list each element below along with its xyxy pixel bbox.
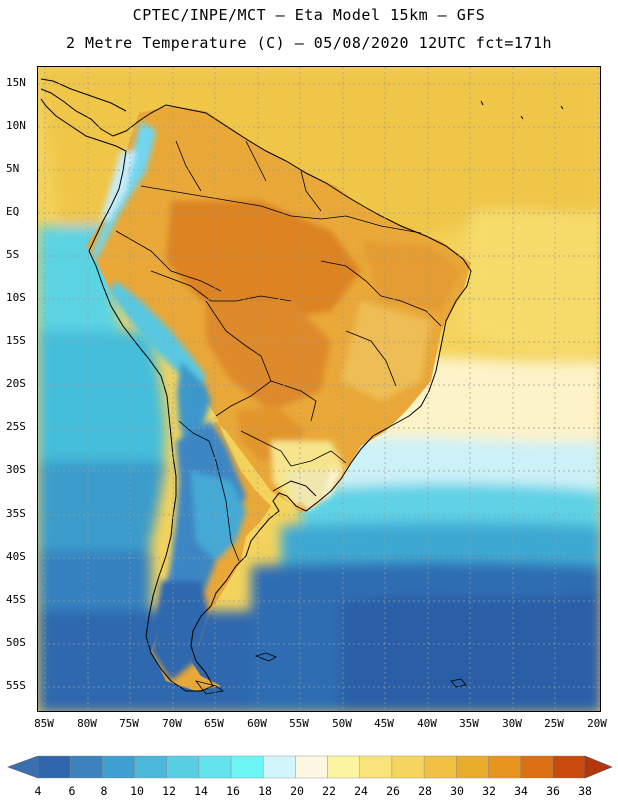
colorbar-swatch bbox=[263, 755, 296, 779]
colorbar bbox=[7, 755, 613, 779]
colorbar-label: 36 bbox=[546, 784, 560, 798]
lon-label: 75W bbox=[119, 717, 139, 730]
lon-label: 20W bbox=[587, 717, 607, 730]
lat-label: EQ bbox=[6, 205, 20, 218]
islands bbox=[194, 652, 467, 695]
colorbar-label: 16 bbox=[226, 784, 240, 798]
temperature-map bbox=[37, 66, 601, 712]
lat-label: 5N bbox=[6, 162, 20, 175]
colorbar-label: 24 bbox=[354, 784, 368, 798]
colorbar-label: 26 bbox=[386, 784, 400, 798]
colorbar-swatch bbox=[102, 755, 135, 779]
lon-label: 60W bbox=[247, 717, 267, 730]
lon-label: 30W bbox=[502, 717, 522, 730]
lon-label: 50W bbox=[332, 717, 352, 730]
lon-label: 25W bbox=[544, 717, 564, 730]
colorbar-swatch bbox=[488, 755, 521, 779]
lon-label: 70W bbox=[162, 717, 182, 730]
lat-label: 20S bbox=[6, 377, 26, 390]
lon-label: 45W bbox=[374, 717, 394, 730]
colorbar-swatch bbox=[520, 755, 554, 779]
colorbar-label: 18 bbox=[258, 784, 272, 798]
colorbar-arrow-high bbox=[584, 755, 613, 779]
colorbar-label: 10 bbox=[130, 784, 144, 798]
colorbar-label: 4 bbox=[34, 784, 42, 798]
colorbar-label: 6 bbox=[68, 784, 76, 798]
colorbar-label: 14 bbox=[194, 784, 208, 798]
lat-label: 15N bbox=[6, 76, 26, 89]
colorbar-swatch bbox=[230, 755, 264, 779]
temperature-field bbox=[38, 67, 600, 711]
graticule bbox=[38, 67, 600, 711]
colorbar-label: 20 bbox=[290, 784, 304, 798]
lon-label: 85W bbox=[34, 717, 54, 730]
map-title-line-2: 2 Metre Temperature (C) – 05/08/2020 12U… bbox=[65, 34, 553, 52]
lat-label: 30S bbox=[6, 463, 26, 476]
colorbar-label: 38 bbox=[578, 784, 592, 798]
colorbar-swatch bbox=[359, 755, 393, 779]
colorbar-swatch bbox=[166, 755, 200, 779]
colorbar-label: 32 bbox=[482, 784, 496, 798]
colorbar-swatch bbox=[198, 755, 232, 779]
colorbar-label: 12 bbox=[162, 784, 176, 798]
colorbar-label: 8 bbox=[100, 784, 108, 798]
lat-label: 45S bbox=[6, 593, 26, 606]
colorbar-swatch bbox=[69, 755, 103, 779]
colorbar-label: 28 bbox=[418, 784, 432, 798]
colorbar-label: 30 bbox=[450, 784, 464, 798]
lat-label: 35S bbox=[6, 507, 26, 520]
lat-label: 10S bbox=[6, 291, 26, 304]
colorbar-swatch bbox=[327, 755, 360, 779]
lat-label: 15S bbox=[6, 334, 26, 347]
lat-label: 25S bbox=[6, 420, 26, 433]
lon-label: 40W bbox=[417, 717, 437, 730]
colorbar-swatch bbox=[391, 755, 425, 779]
colorbar-swatch bbox=[37, 755, 71, 779]
lon-label: 35W bbox=[459, 717, 479, 730]
map-title-line-1: CPTEC/INPE/MCT – Eta Model 15km – GFS bbox=[132, 6, 486, 24]
coastline bbox=[40, 78, 564, 692]
colorbar-swatch bbox=[552, 755, 586, 779]
lon-label: 65W bbox=[204, 717, 224, 730]
colorbar-swatch bbox=[134, 755, 167, 779]
colorbar-label: 34 bbox=[514, 784, 528, 798]
colorbar-swatch bbox=[423, 755, 457, 779]
colorbar-label: 22 bbox=[322, 784, 336, 798]
lon-label: 55W bbox=[289, 717, 309, 730]
continent-temperature bbox=[86, 106, 471, 691]
lat-label: 40S bbox=[6, 550, 26, 563]
colorbar-swatch bbox=[295, 755, 328, 779]
country-borders bbox=[115, 140, 442, 562]
lat-label: 10N bbox=[6, 119, 26, 132]
colorbar-swatch bbox=[456, 755, 489, 779]
lat-label: 55S bbox=[6, 679, 26, 692]
colorbar-arrow-low bbox=[7, 755, 39, 779]
lon-label: 80W bbox=[77, 717, 97, 730]
lat-label: 50S bbox=[6, 636, 26, 649]
lat-label: 5S bbox=[6, 248, 20, 261]
